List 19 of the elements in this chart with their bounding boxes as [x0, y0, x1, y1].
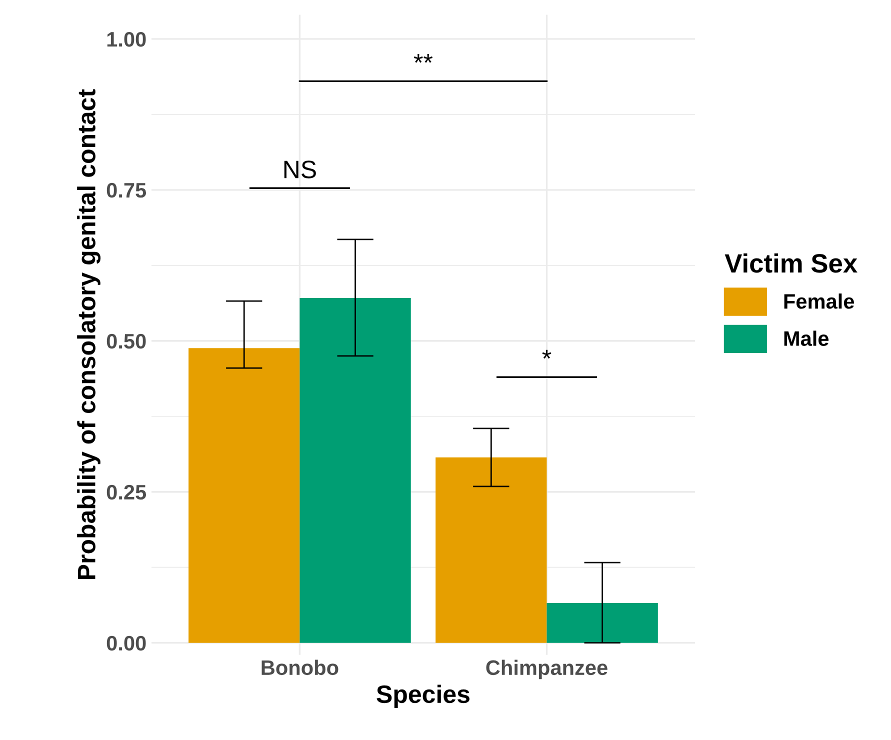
x-tick-label: Bonobo — [262, 660, 338, 676]
bar — [546, 602, 658, 643]
legend-title: Victim Sex — [724, 253, 858, 273]
legend-label: Female — [784, 293, 854, 309]
bar — [436, 457, 547, 643]
annotation: * — [542, 350, 552, 359]
y-tick-label: 0.25 — [106, 484, 146, 500]
y-axis-title: Probability of consolatory genital contact — [77, 89, 101, 580]
y-tick-label: 0.00 — [106, 636, 146, 651]
annotation: ** — [414, 54, 433, 63]
annotation: NS — [284, 160, 316, 178]
x-axis-title: Species — [376, 684, 470, 708]
x-tick-label: Chimpanzee — [486, 660, 608, 680]
y-tick-label: 0.75 — [106, 182, 146, 198]
y-tick-label: 1.00 — [107, 32, 146, 47]
legend-label: Male — [784, 330, 829, 346]
y-tick-label: 0.50 — [106, 334, 146, 349]
bar — [188, 348, 300, 643]
bar — [300, 298, 411, 643]
